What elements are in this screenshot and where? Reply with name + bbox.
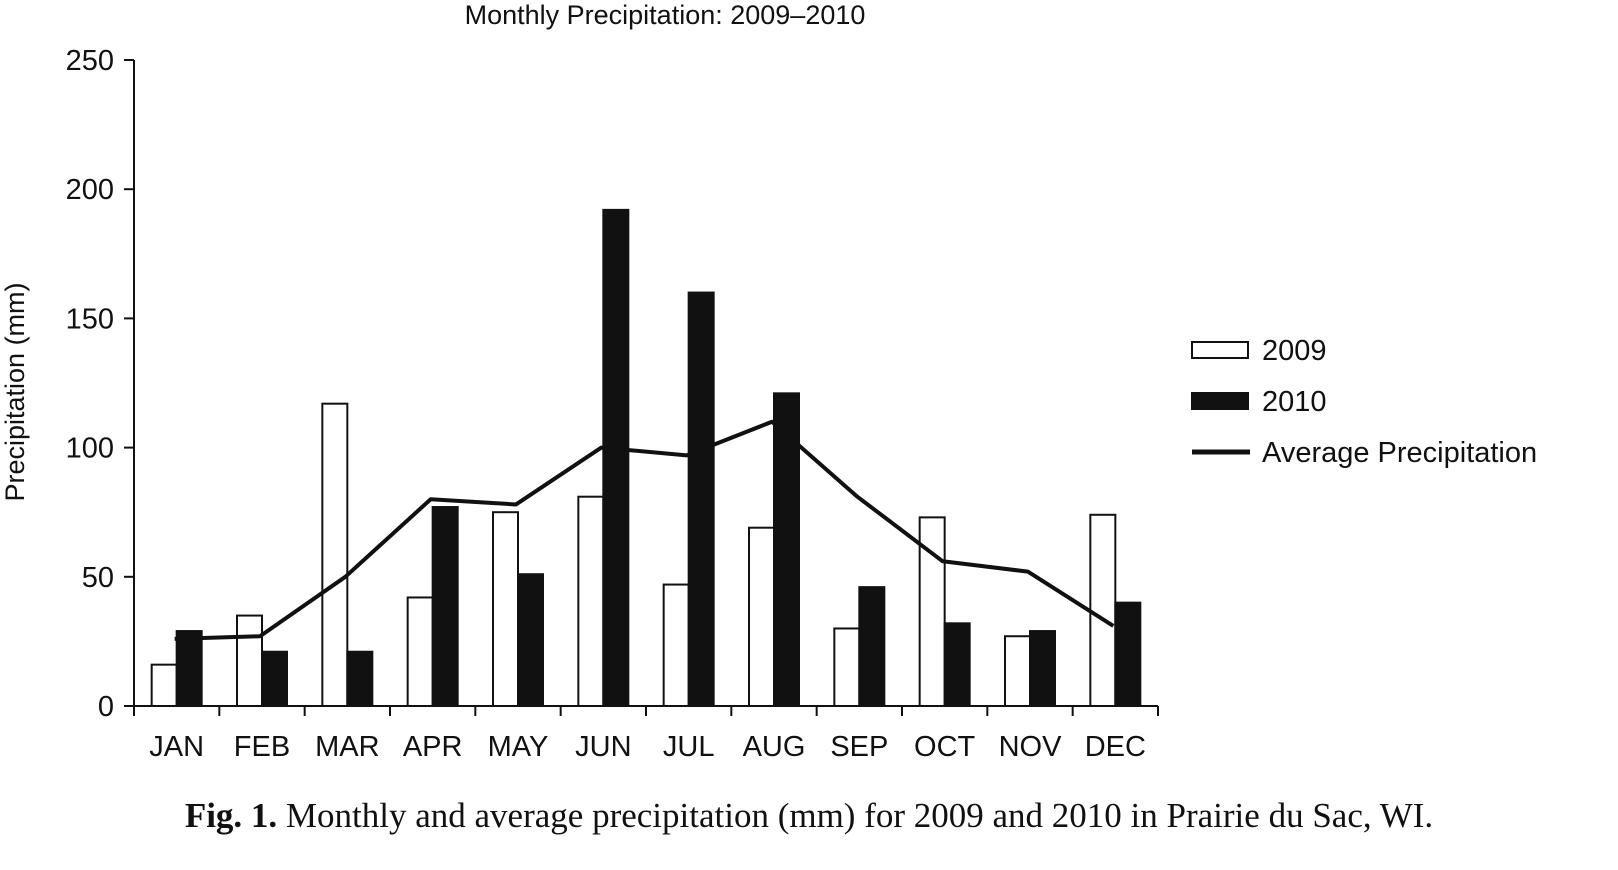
bar-2009-sep [833, 627, 861, 707]
x-tick-label: MAY [488, 731, 549, 763]
caption-text: Monthly and average precipitation (mm) f… [285, 796, 1434, 835]
x-tick-label: OCT [914, 731, 976, 763]
bar-2010-aug [773, 392, 800, 707]
y-tick-label: 200 [66, 174, 114, 206]
bar-2010-sep [858, 586, 886, 707]
bar-2009-feb [236, 614, 263, 707]
x-tick-label: MAR [315, 731, 379, 763]
legend-label: Average Precipitation [1262, 437, 1537, 469]
chart-title: Monthly Precipitation: 2009–2010 [465, 0, 866, 30]
bar-2010-may [517, 573, 544, 707]
x-tick-label: APR [403, 731, 463, 763]
x-tick-label: DEC [1085, 731, 1146, 763]
y-tick-label: 100 [66, 433, 114, 465]
bar-2009-nov [1004, 635, 1031, 707]
legend: 2009 2010 Average Precipitation [1191, 335, 1537, 469]
bar-2010-nov [1029, 630, 1056, 708]
x-tick-label: AUG [743, 731, 806, 763]
y-tick-label: 0 [98, 691, 114, 723]
bar-2009-may [492, 511, 519, 708]
bar-2010-jun [602, 208, 630, 707]
legend-swatch-2010 [1191, 392, 1249, 410]
caption-label: Fig. 1. [184, 796, 278, 835]
bar-2010-jan [175, 630, 203, 708]
y-tick-label: 50 [82, 562, 114, 594]
bar-2010-jul [687, 291, 715, 707]
y-tick-label: 150 [66, 303, 114, 335]
y-axis-label: Precipitation (mm) [0, 282, 30, 501]
legend-swatch-2009 [1191, 341, 1249, 359]
x-tick-label: SEP [830, 731, 888, 763]
x-tick-label: FEB [234, 731, 290, 763]
bar-2010-oct [943, 622, 971, 708]
figure-caption: Fig. 1. Monthly and average precipitatio… [0, 796, 1618, 836]
bar-2009-dec [1089, 513, 1117, 707]
bar-2009-apr [406, 596, 434, 707]
bar-2009-mar [321, 402, 349, 707]
bar-2009-jan [150, 663, 178, 708]
x-tick-label: JUN [575, 731, 631, 763]
x-tick-label: NOV [999, 731, 1063, 763]
bar-2010-mar [346, 650, 374, 708]
x-tick-label: JUL [663, 731, 715, 763]
bar-2009-aug [748, 526, 775, 707]
plot-area: 0 50 100 150 200 250 JAN FEB MAR APR MAY JUN JUL AUG S… [66, 45, 1159, 763]
average-precipitation-line [174, 419, 1115, 641]
y-tick-label: 250 [66, 45, 114, 77]
bar-2010-feb [261, 650, 288, 708]
legend-label: 2010 [1262, 386, 1327, 418]
legend-label: 2009 [1262, 335, 1327, 367]
bar-2009-jun [577, 495, 605, 708]
x-tick-label: JAN [149, 731, 204, 763]
bar-2009-jul [662, 583, 690, 707]
bar-2010-dec [1114, 601, 1142, 708]
bar-2010-apr [431, 506, 459, 708]
